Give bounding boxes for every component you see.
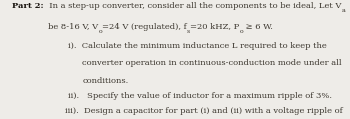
Text: i).  Calculate the minimum inductance L required to keep the: i). Calculate the minimum inductance L r… xyxy=(68,42,327,50)
Text: ii).   Specify the value of inductor for a maximum ripple of 3%.: ii). Specify the value of inductor for a… xyxy=(68,92,332,100)
Text: o: o xyxy=(239,29,243,34)
Text: =20 kHZ, P: =20 kHZ, P xyxy=(190,23,239,31)
Text: In a step-up converter, consider all the components to be ideal, Let V: In a step-up converter, consider all the… xyxy=(44,2,341,10)
Text: Part 2:: Part 2: xyxy=(12,2,44,10)
Text: ≥ 6 W.: ≥ 6 W. xyxy=(243,23,273,31)
Text: converter operation in continuous-conduction mode under all: converter operation in continuous-conduc… xyxy=(82,60,342,67)
Text: s: s xyxy=(187,29,190,34)
Text: be 8-16 V, V: be 8-16 V, V xyxy=(48,23,98,31)
Text: o: o xyxy=(98,29,102,34)
Text: a: a xyxy=(341,8,345,13)
Text: =24 V (regulated), f: =24 V (regulated), f xyxy=(102,23,187,31)
Text: conditions.: conditions. xyxy=(82,77,128,85)
Text: iii).  Design a capacitor for part (i) and (ii) with a voltage ripple of: iii). Design a capacitor for part (i) an… xyxy=(65,107,343,115)
